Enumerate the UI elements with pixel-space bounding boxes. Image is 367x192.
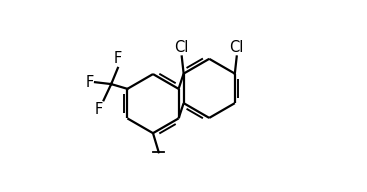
Text: F: F	[85, 75, 94, 90]
Text: F: F	[94, 102, 102, 117]
Text: Cl: Cl	[175, 40, 189, 55]
Text: Cl: Cl	[229, 40, 244, 55]
Text: F: F	[114, 51, 122, 66]
